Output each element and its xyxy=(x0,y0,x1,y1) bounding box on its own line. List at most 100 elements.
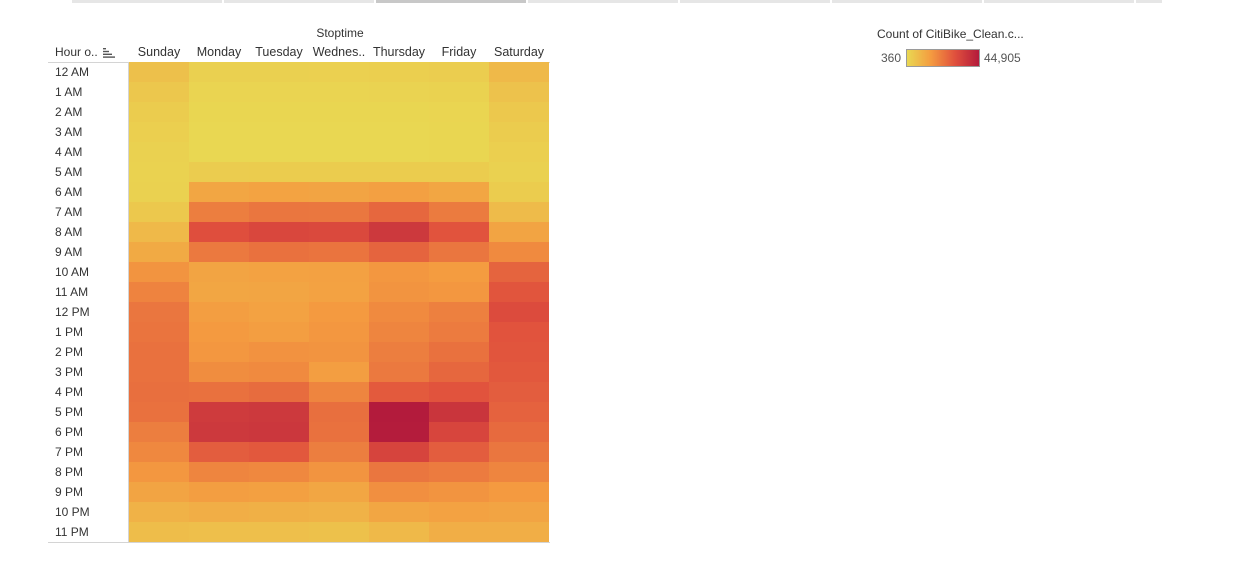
heatmap-cell[interactable] xyxy=(489,522,549,542)
heatmap-cell[interactable] xyxy=(489,482,549,502)
heatmap-cell[interactable] xyxy=(429,302,489,322)
heatmap-cell[interactable] xyxy=(249,362,309,382)
heatmap-cell[interactable] xyxy=(129,382,189,402)
heatmap-cell[interactable] xyxy=(249,462,309,482)
legend-title[interactable]: Count of CitiBike_Clean.c... xyxy=(877,27,1024,41)
heatmap-cell[interactable] xyxy=(129,222,189,242)
heatmap-cell[interactable] xyxy=(309,322,369,342)
heatmap-cell[interactable] xyxy=(429,462,489,482)
heatmap-cell[interactable] xyxy=(309,62,369,82)
heatmap-cell[interactable] xyxy=(429,322,489,342)
heatmap-cell[interactable] xyxy=(489,462,549,482)
heatmap-cell[interactable] xyxy=(369,302,429,322)
heatmap-cell[interactable] xyxy=(129,162,189,182)
heatmap-cell[interactable] xyxy=(309,102,369,122)
heatmap-cell[interactable] xyxy=(189,302,249,322)
heatmap-cell[interactable] xyxy=(309,462,369,482)
heatmap-cell[interactable] xyxy=(129,482,189,502)
heatmap-cell[interactable] xyxy=(129,182,189,202)
heatmap-cell[interactable] xyxy=(129,402,189,422)
heatmap-cell[interactable] xyxy=(369,82,429,102)
heatmap-cell[interactable] xyxy=(129,422,189,442)
heatmap-cell[interactable] xyxy=(369,382,429,402)
heatmap-cell[interactable] xyxy=(429,422,489,442)
heatmap-cell[interactable] xyxy=(129,302,189,322)
heatmap-grid[interactable] xyxy=(129,62,549,542)
heatmap-cell[interactable] xyxy=(189,162,249,182)
heatmap-cell[interactable] xyxy=(249,502,309,522)
heatmap-cell[interactable] xyxy=(369,322,429,342)
heatmap-cell[interactable] xyxy=(129,102,189,122)
heatmap-cell[interactable] xyxy=(309,302,369,322)
heatmap-cell[interactable] xyxy=(249,102,309,122)
heatmap-cell[interactable] xyxy=(249,82,309,102)
heatmap-cell[interactable] xyxy=(249,142,309,162)
heatmap-cell[interactable] xyxy=(489,122,549,142)
heatmap-cell[interactable] xyxy=(369,262,429,282)
heatmap-cell[interactable] xyxy=(129,462,189,482)
heatmap-cell[interactable] xyxy=(369,222,429,242)
heatmap-cell[interactable] xyxy=(249,482,309,502)
heatmap-cell[interactable] xyxy=(309,482,369,502)
heatmap-cell[interactable] xyxy=(369,242,429,262)
heatmap-cell[interactable] xyxy=(129,262,189,282)
heatmap-cell[interactable] xyxy=(429,102,489,122)
heatmap-cell[interactable] xyxy=(129,62,189,82)
heatmap-cell[interactable] xyxy=(309,502,369,522)
heatmap-cell[interactable] xyxy=(309,342,369,362)
heatmap-cell[interactable] xyxy=(129,522,189,542)
heatmap-cell[interactable] xyxy=(429,222,489,242)
heatmap-cell[interactable] xyxy=(429,342,489,362)
dashboard-tab[interactable] xyxy=(984,0,1134,3)
heatmap-cell[interactable] xyxy=(249,302,309,322)
heatmap-cell[interactable] xyxy=(429,62,489,82)
dashboard-tab[interactable] xyxy=(528,0,678,3)
heatmap-cell[interactable] xyxy=(429,382,489,402)
heatmap-cell[interactable] xyxy=(369,402,429,422)
heatmap-cell[interactable] xyxy=(189,482,249,502)
dashboard-tab[interactable] xyxy=(376,0,526,3)
heatmap-cell[interactable] xyxy=(189,122,249,142)
heatmap-cell[interactable] xyxy=(369,502,429,522)
heatmap-cell[interactable] xyxy=(369,442,429,462)
heatmap-cell[interactable] xyxy=(309,522,369,542)
heatmap-cell[interactable] xyxy=(129,322,189,342)
heatmap-cell[interactable] xyxy=(249,402,309,422)
heatmap-cell[interactable] xyxy=(429,282,489,302)
heatmap-cell[interactable] xyxy=(429,502,489,522)
heatmap-cell[interactable] xyxy=(309,262,369,282)
heatmap-cell[interactable] xyxy=(309,182,369,202)
heatmap-cell[interactable] xyxy=(129,82,189,102)
heatmap-cell[interactable] xyxy=(249,442,309,462)
heatmap-cell[interactable] xyxy=(429,402,489,422)
heatmap-cell[interactable] xyxy=(309,362,369,382)
heatmap-cell[interactable] xyxy=(249,382,309,402)
heatmap-cell[interactable] xyxy=(369,362,429,382)
heatmap-cell[interactable] xyxy=(189,502,249,522)
dashboard-tab[interactable] xyxy=(832,0,982,3)
heatmap-cell[interactable] xyxy=(249,422,309,442)
heatmap-cell[interactable] xyxy=(429,442,489,462)
dashboard-tab[interactable] xyxy=(680,0,830,3)
heatmap-cell[interactable] xyxy=(489,342,549,362)
heatmap-cell[interactable] xyxy=(309,242,369,262)
heatmap-cell[interactable] xyxy=(369,462,429,482)
heatmap-cell[interactable] xyxy=(129,142,189,162)
heatmap-cell[interactable] xyxy=(429,122,489,142)
heatmap-cell[interactable] xyxy=(129,282,189,302)
heatmap-cell[interactable] xyxy=(369,182,429,202)
heatmap-cell[interactable] xyxy=(309,442,369,462)
heatmap-cell[interactable] xyxy=(189,382,249,402)
heatmap-cell[interactable] xyxy=(189,182,249,202)
heatmap-cell[interactable] xyxy=(189,362,249,382)
heatmap-cell[interactable] xyxy=(249,182,309,202)
heatmap-cell[interactable] xyxy=(189,342,249,362)
heatmap-cell[interactable] xyxy=(369,162,429,182)
heatmap-cell[interactable] xyxy=(489,162,549,182)
dashboard-tab[interactable] xyxy=(224,0,374,3)
heatmap-cell[interactable] xyxy=(249,342,309,362)
heatmap-cell[interactable] xyxy=(189,282,249,302)
heatmap-cell[interactable] xyxy=(369,202,429,222)
heatmap-cell[interactable] xyxy=(489,362,549,382)
heatmap-cell[interactable] xyxy=(189,422,249,442)
